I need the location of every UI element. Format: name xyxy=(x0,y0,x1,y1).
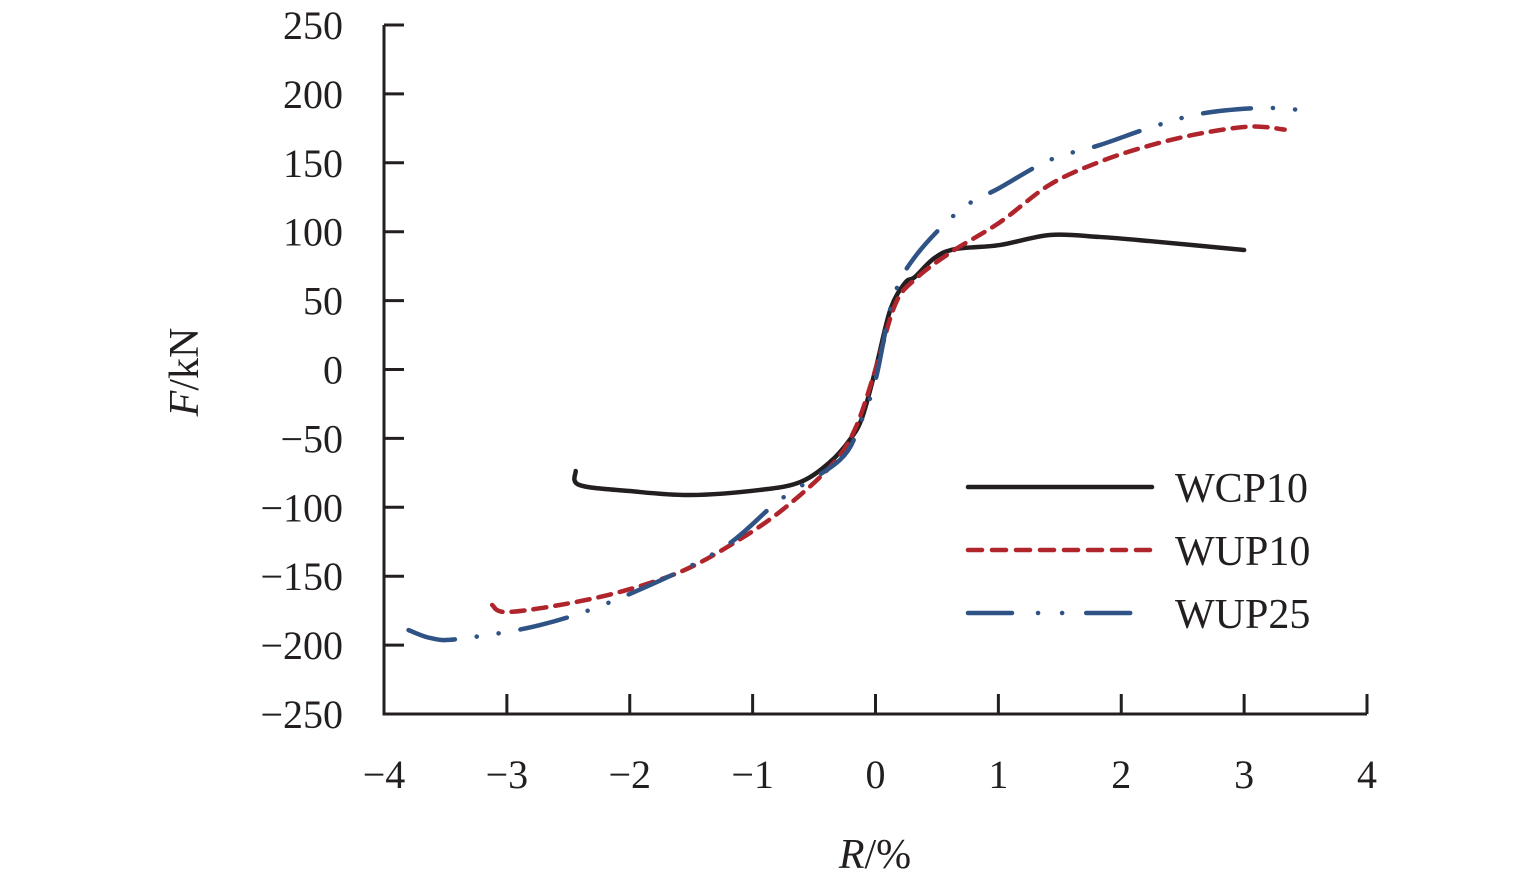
y-tick-label: 0 xyxy=(323,348,343,393)
x-tick-label: −2 xyxy=(608,752,651,797)
legend: WCP10 WUP10 WUP25 xyxy=(965,466,1310,638)
x-tick-label: 3 xyxy=(1234,752,1254,797)
y-tick-label: −250 xyxy=(260,692,343,737)
y-tick-label: −50 xyxy=(280,416,343,461)
series-line-wcp10 xyxy=(572,232,1247,498)
x-tick-label: −1 xyxy=(731,752,774,797)
y-tick-label: 250 xyxy=(283,3,343,48)
y-tick-label: −100 xyxy=(260,485,343,530)
x-axis-title: R/% xyxy=(838,832,911,878)
x-tick-label: 0 xyxy=(866,752,886,797)
y-axis-title: F/kN xyxy=(162,328,208,418)
legend-label-wcp10: WCP10 xyxy=(1175,466,1308,512)
series-line-wup25 xyxy=(406,105,1303,643)
series-lines xyxy=(406,105,1303,643)
y-tick-label: −200 xyxy=(260,623,343,668)
legend-label-wup10: WUP10 xyxy=(1175,529,1310,575)
y-tick-label: 100 xyxy=(283,210,343,255)
y-tick-label: 50 xyxy=(303,279,343,324)
y-tick-label: 150 xyxy=(283,141,343,186)
legend-label-wup25: WUP25 xyxy=(1175,592,1310,638)
series-line-wup10 xyxy=(489,124,1287,615)
ticks: 250 200 150 100 50 0 −50 −100 −150 −200 −250 −4 −3 −2… xyxy=(260,3,1377,797)
x-tick-label: 1 xyxy=(988,752,1008,797)
x-tick-label: −3 xyxy=(486,752,529,797)
x-tick-label: 2 xyxy=(1111,752,1131,797)
y-tick-label: −150 xyxy=(260,554,343,599)
x-tick-label: −4 xyxy=(363,752,406,797)
y-tick-label: 200 xyxy=(283,72,343,117)
x-tick-label: 4 xyxy=(1357,752,1377,797)
